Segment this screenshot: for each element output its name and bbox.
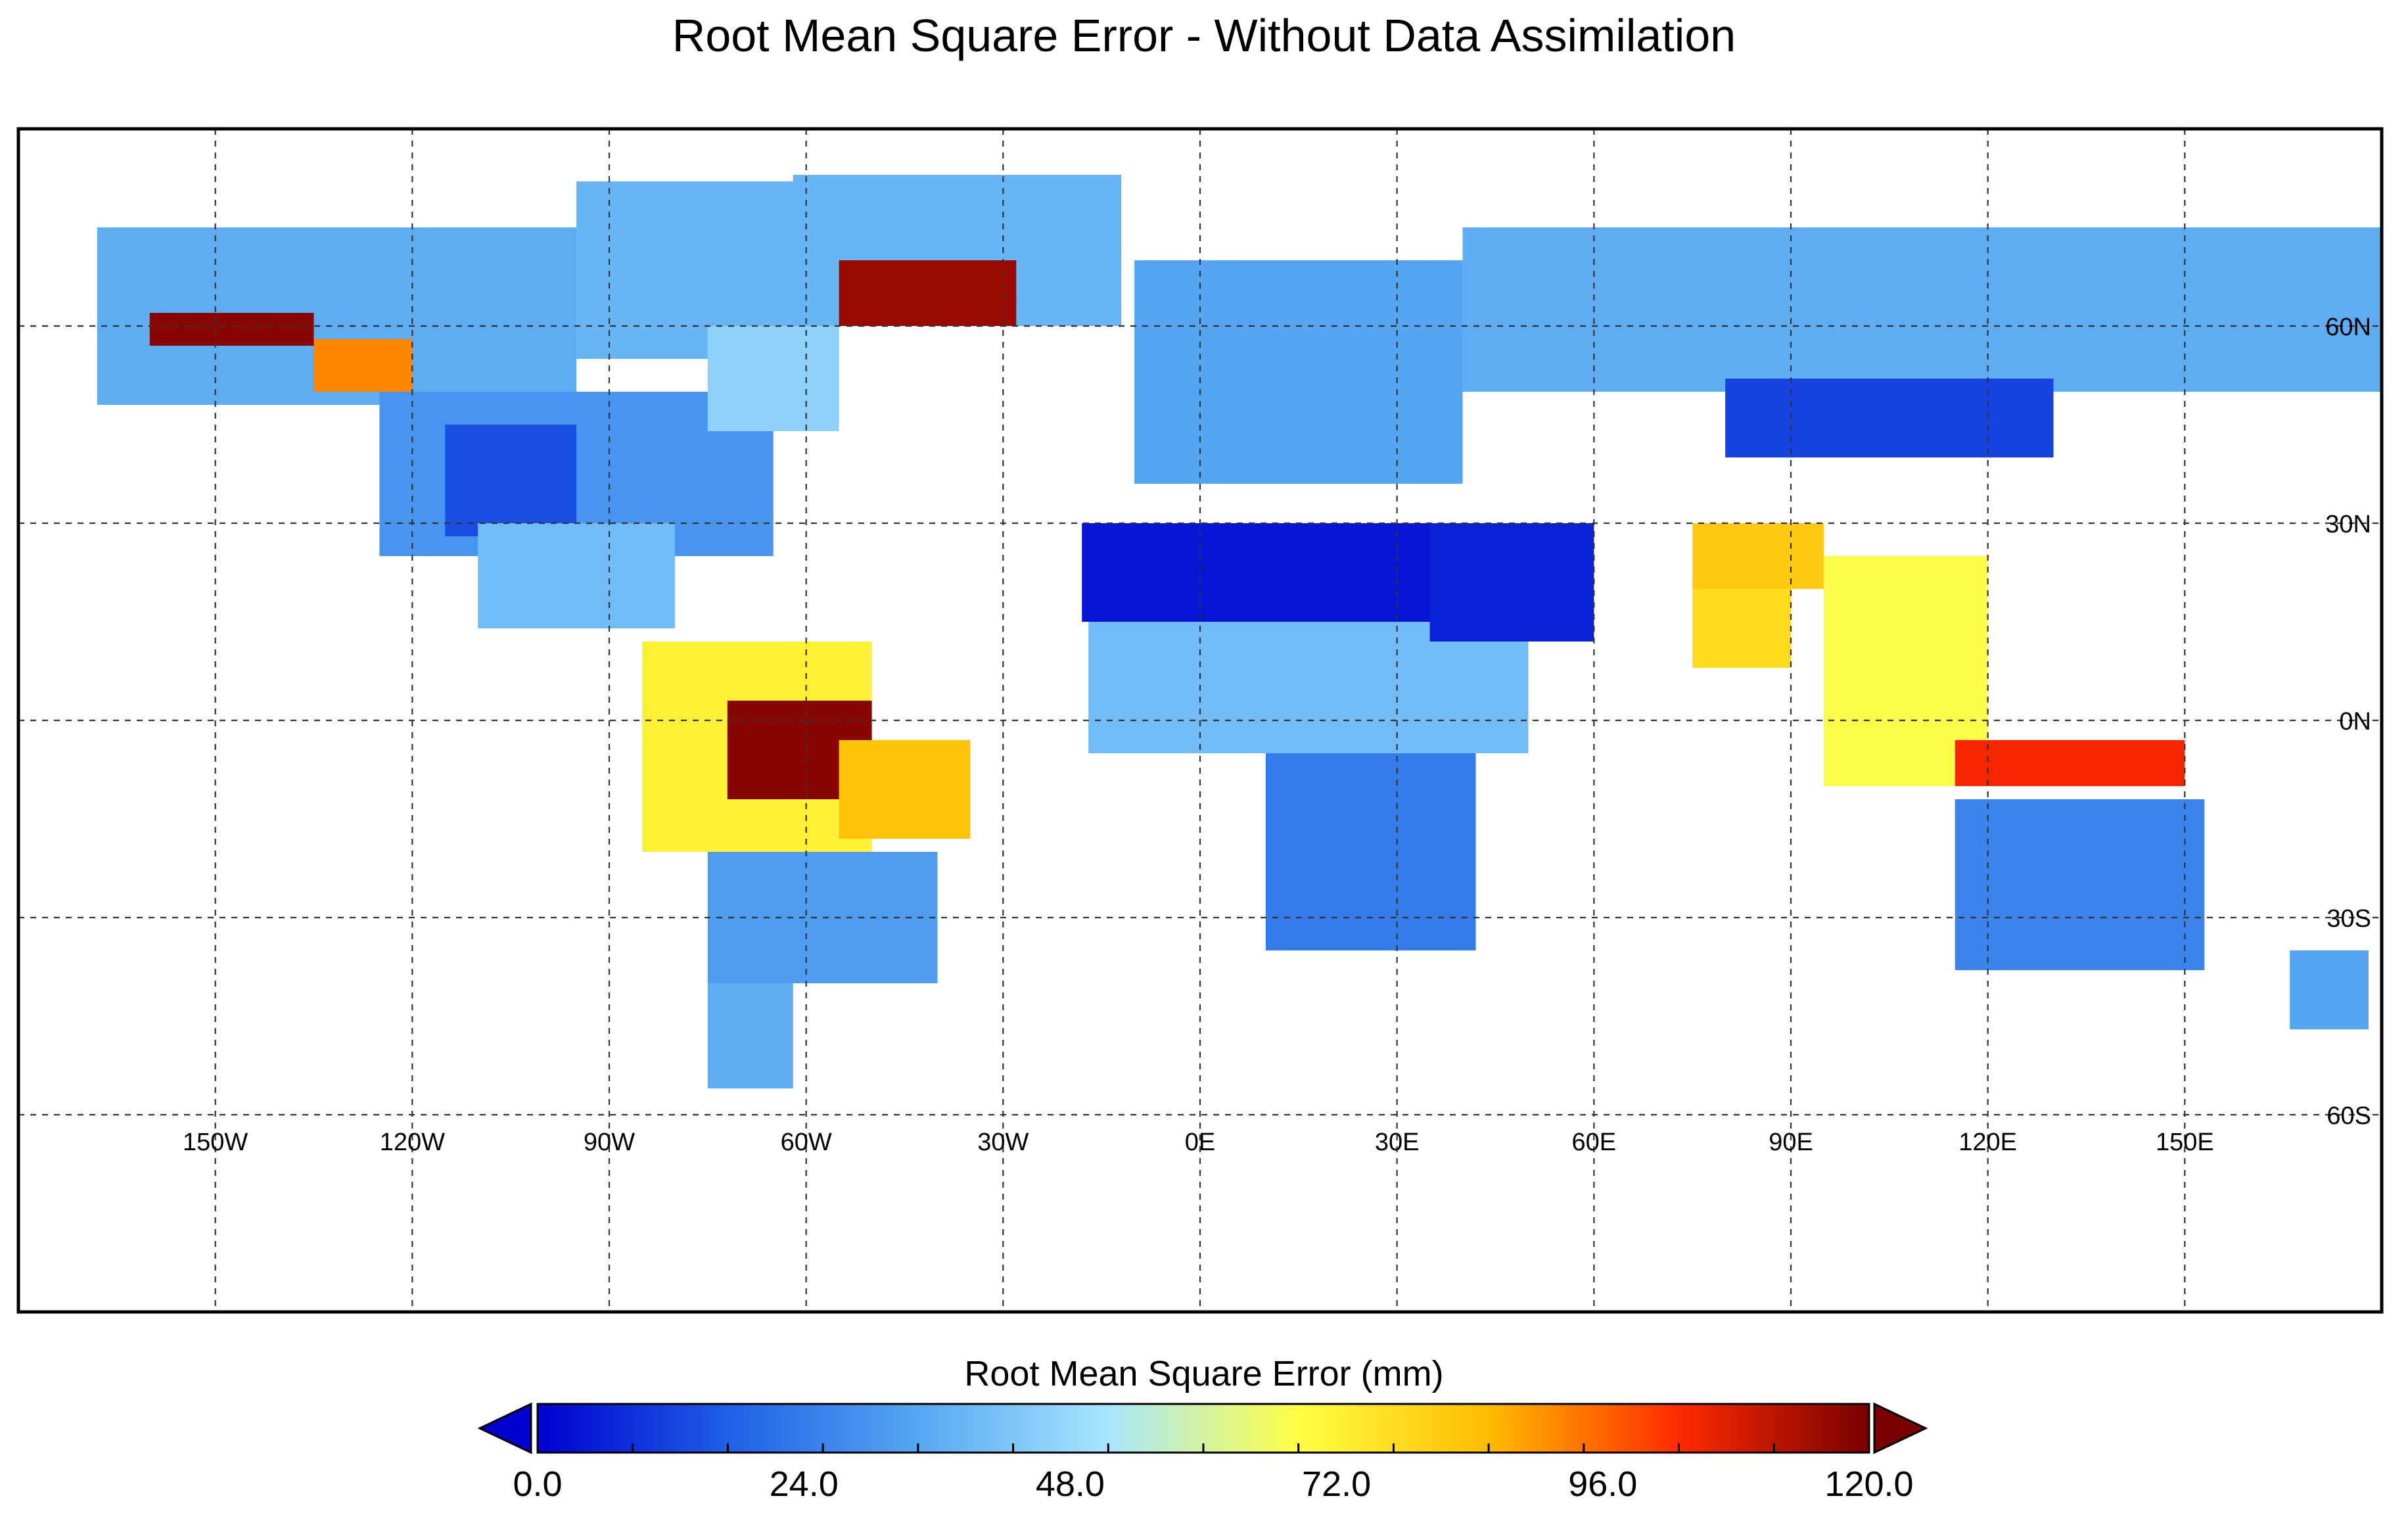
field-region [707,983,793,1088]
gridlines [18,129,2382,1312]
colorbar-extend-high-arrow [1873,1402,1928,1455]
field-region [313,339,413,392]
field-region [839,740,971,839]
longitude-label: 30E [1375,1129,1420,1156]
latitude-label: 60N [2325,314,2371,341]
longitude-labels: 150W 120W 90W 60W 30W 0E 30E 60E 90E 120E 150E [183,1129,2214,1156]
longitude-label: 120E [1958,1129,2017,1156]
longitude-label: 0E [1185,1129,1215,1156]
colorbar-tick-label: 48.0 [1036,1464,1105,1504]
longitude-label: 90E [1769,1129,1813,1156]
map-frame [16,127,2384,1314]
field-region [1134,260,1463,484]
field-region [1725,379,2054,457]
longitude-label: 150E [2156,1129,2214,1156]
colorbar-tick-label: 72.0 [1302,1464,1371,1504]
latitude-label: 0N [2339,708,2371,735]
colorbar-tick-label: 120.0 [1824,1464,1913,1504]
colorbar-tick-label: 96.0 [1568,1464,1637,1504]
longitude-label: 150W [183,1129,248,1156]
chart-title: Root Mean Square Error - Without Data As… [672,10,1736,61]
latitude-label: 30N [2325,511,2371,538]
field-region [1692,523,1824,589]
field-region [1088,622,1529,753]
field-region [1955,740,2185,786]
colorbar-ticks: 0.0 24.0 48.0 72.0 96.0 120.0 [513,1443,1914,1504]
field-region [478,523,675,628]
field-region [149,313,314,346]
latitude-label: 30S [2327,905,2371,933]
colorbar-label: Root Mean Square Error (mm) [964,1354,1443,1393]
latitude-label: 60S [2327,1102,2371,1130]
field-region [1429,523,1594,642]
field-region [2290,950,2369,1029]
field-region [707,326,839,431]
field-region [445,425,577,536]
colorbar-tick-label: 24.0 [770,1464,839,1504]
latitude-labels: 60N 30N 0N 30S 60S [2325,314,2371,1130]
field-region [1082,523,1496,622]
longitude-label: 120W [380,1129,445,1156]
longitude-label: 60W [781,1129,832,1156]
colorbar-tick-label: 0.0 [513,1464,562,1504]
field-region [1955,799,2205,970]
longitude-label: 90W [584,1129,635,1156]
colorbar-extend-low-arrow [477,1402,532,1455]
rmse-field [97,175,2382,1088]
field-region [1462,227,2382,392]
longitude-label: 60E [1572,1129,1617,1156]
field-region [839,260,1017,326]
longitude-label: 30W [977,1129,1029,1156]
field-region [1692,589,1791,668]
